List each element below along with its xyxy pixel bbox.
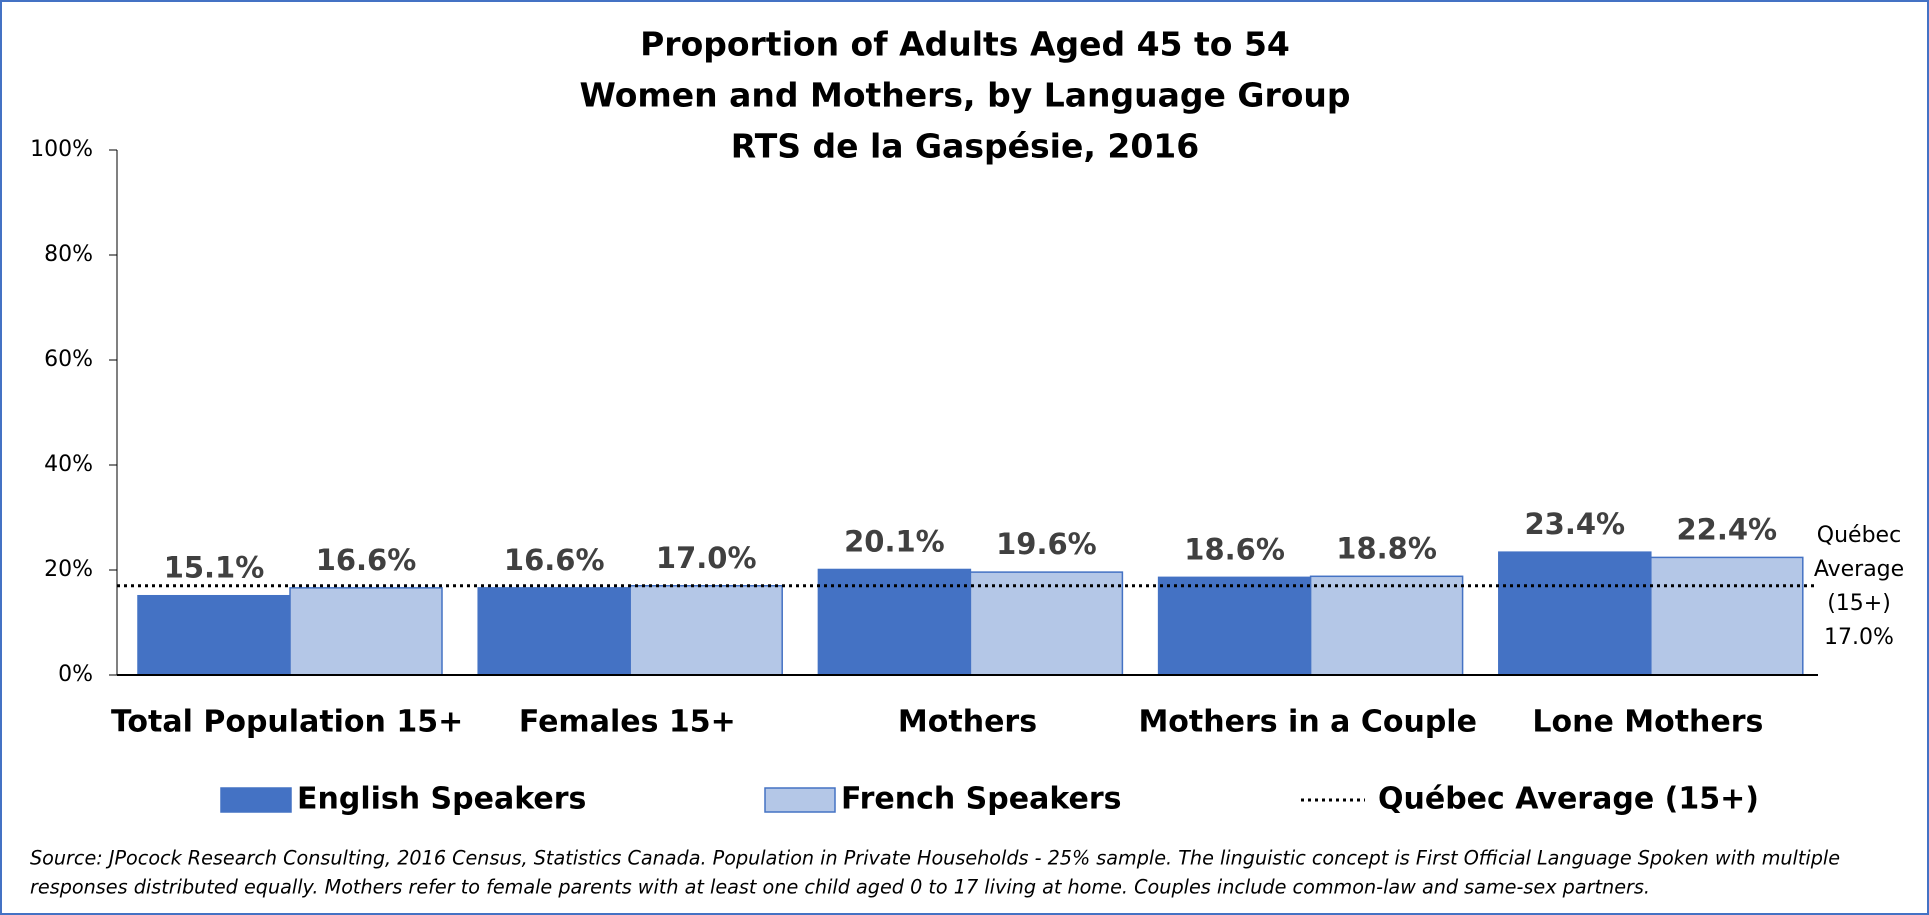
reference-annotation: Average [1814, 557, 1904, 582]
bar [1157, 576, 1312, 676]
bar [477, 587, 631, 676]
data-label: 16.6% [504, 543, 605, 577]
y-tick-label: 20% [44, 557, 93, 582]
bar [1309, 575, 1464, 676]
bar [969, 571, 1124, 676]
data-label: 22.4% [1676, 512, 1777, 546]
legend-label: French Speakers [841, 782, 1121, 817]
bar [629, 585, 783, 676]
y-tick-label: 60% [44, 347, 93, 372]
data-label: 16.6% [316, 543, 417, 577]
data-label: 17.0% [656, 541, 757, 575]
x-tick-label: Lone Mothers [1532, 705, 1763, 740]
data-label: 19.6% [996, 527, 1097, 561]
x-tick-label: Mothers [898, 705, 1037, 740]
y-tick-label: 40% [44, 452, 93, 477]
bar [1498, 551, 1652, 676]
bar [1650, 556, 1804, 676]
chart-title: Women and Mothers, by Language Group [579, 76, 1350, 115]
source-note: Source: JPocock Research Consulting, 201… [30, 847, 1840, 870]
chart-title: RTS de la Gaspésie, 2016 [731, 127, 1199, 166]
legend-swatch [220, 787, 292, 813]
y-tick-label: 0% [58, 662, 93, 687]
legend-swatch [764, 787, 836, 813]
legend-label: Québec Average (15+) [1378, 782, 1759, 817]
y-tick-label: 80% [44, 242, 93, 267]
chart-title: Proportion of Adults Aged 45 to 54 [640, 25, 1290, 64]
x-tick-label: Total Population 15+ [111, 705, 463, 740]
legend-label: English Speakers [297, 782, 586, 817]
bar [289, 587, 443, 676]
data-label: 18.8% [1336, 531, 1437, 565]
data-label: 15.1% [164, 551, 265, 585]
x-tick-label: Mothers in a Couple [1138, 705, 1476, 740]
bar [137, 594, 291, 676]
reference-annotation: Québec [1817, 523, 1901, 548]
y-tick-label: 100% [30, 137, 93, 162]
source-note: responses distributed equally. Mothers r… [30, 876, 1650, 899]
reference-annotation: (15+) [1827, 591, 1891, 616]
x-tick-label: Females 15+ [519, 705, 736, 740]
data-label: 23.4% [1524, 507, 1625, 541]
data-label: 20.1% [844, 524, 945, 558]
data-label: 18.6% [1184, 532, 1285, 566]
reference-annotation: 17.0% [1824, 625, 1894, 650]
